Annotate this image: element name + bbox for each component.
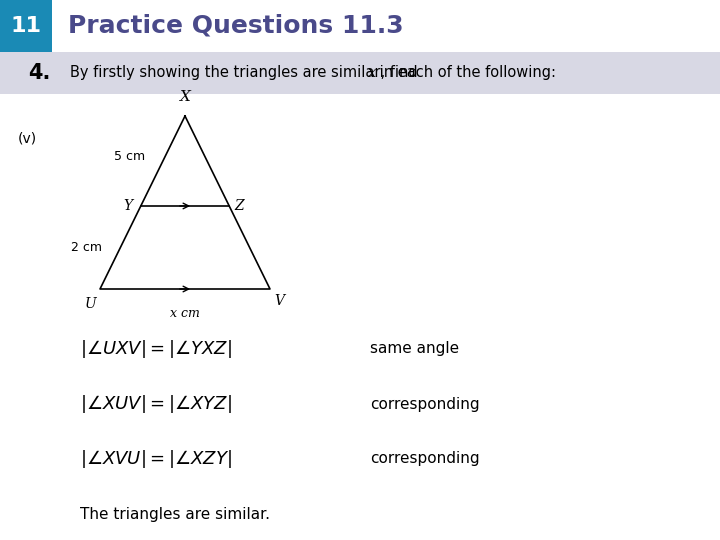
Bar: [0, 52, 720, 94]
Text: $|\angle XVU| = |\angle XZY|$: $|\angle XVU| = |\angle XZY|$: [80, 448, 232, 470]
Text: x cm: x cm: [170, 307, 200, 320]
Text: (v): (v): [18, 132, 37, 146]
Text: corresponding: corresponding: [370, 396, 480, 411]
Text: x: x: [369, 66, 377, 80]
Text: The triangles are similar.: The triangles are similar.: [80, 507, 270, 522]
Bar: [0, 0, 52, 52]
Text: $|\angle UXV| = |\angle YXZ|$: $|\angle UXV| = |\angle YXZ|$: [80, 338, 232, 360]
Text: V: V: [274, 294, 284, 308]
Text: in each of the following:: in each of the following:: [375, 65, 557, 80]
Text: $|\angle XUV| = |\angle XYZ|$: $|\angle XUV| = |\angle XYZ|$: [80, 393, 232, 415]
Text: U: U: [84, 297, 96, 311]
Text: 2 cm: 2 cm: [71, 241, 102, 254]
Text: By firstly showing the triangles are similar, find: By firstly showing the triangles are sim…: [70, 65, 422, 80]
Bar: [0, 0, 720, 52]
Text: 4.: 4.: [28, 63, 50, 83]
Text: Practice Questions 11.3: Practice Questions 11.3: [68, 14, 404, 38]
Text: corresponding: corresponding: [370, 451, 480, 467]
Text: 11: 11: [11, 16, 42, 36]
Text: Y: Y: [124, 199, 132, 213]
Text: X: X: [179, 90, 190, 104]
Text: 5 cm: 5 cm: [114, 151, 145, 164]
Text: same angle: same angle: [370, 341, 459, 356]
Text: Z: Z: [234, 199, 244, 213]
